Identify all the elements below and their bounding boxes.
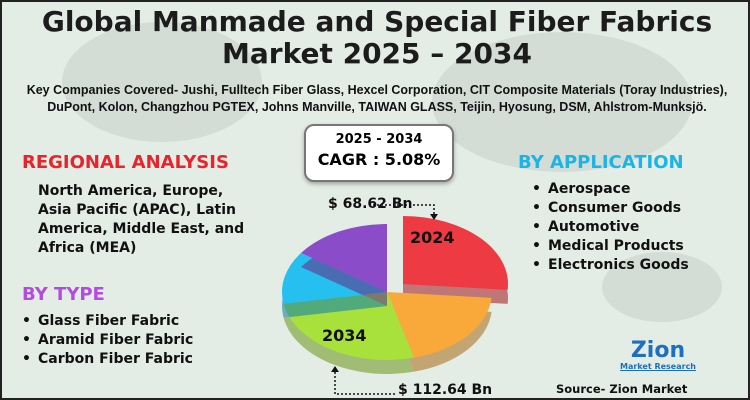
pie-graphic [282, 204, 508, 395]
cagr-value: CAGR : 5.08% [317, 150, 441, 169]
cagr-box: 2025 - 2034 CAGR : 5.08% [304, 124, 454, 182]
application-item: Medical Products [528, 237, 689, 256]
type-item: Glass Fiber Fabric [18, 312, 193, 331]
slice-red [403, 216, 508, 290]
regional-heading: REGIONAL ANALYSIS [22, 152, 229, 173]
label-2034: 2034 [322, 326, 367, 345]
arrow-2034 [331, 366, 339, 372]
type-heading: BY TYPE [22, 284, 105, 305]
pointer-2034 [334, 372, 397, 395]
slice-purple [300, 224, 387, 292]
type-list: Glass Fiber Fabric Aramid Fiber Fabric C… [18, 312, 193, 369]
application-heading: BY APPLICATION [518, 152, 684, 173]
map-bg [432, 32, 692, 172]
cagr-period: 2025 - 2034 [335, 132, 423, 147]
application-list: Aerospace Consumer Goods Automotive Medi… [528, 180, 689, 275]
companies-line2: DuPont, Kolon, Changzhou PGTEX, Johns Ma… [47, 100, 707, 114]
application-item: Aerospace [528, 180, 689, 199]
application-item: Electronics Goods [528, 256, 689, 275]
label-2024: 2024 [410, 228, 455, 247]
pointer-2024 [373, 204, 435, 214]
title-line1: Global Manmade and Special Fiber Fabrics [41, 5, 713, 38]
application-item: Automotive [528, 218, 689, 237]
companies-line1: Key Companies Covered- Jushi, Fulltech F… [26, 83, 728, 97]
source-text: Source- Zion Market Research [556, 382, 688, 398]
logo-sub: Market Research [620, 362, 696, 371]
regional-text: North America, Europe, Asia Pacific (APA… [38, 183, 245, 256]
title-line2: Market 2025 – 2034 [222, 37, 532, 70]
type-item: Carbon Fiber Fabric [18, 350, 193, 369]
type-item: Aramid Fiber Fabric [18, 331, 193, 350]
slice-orange [387, 292, 492, 358]
value-2024: $ 68.62 Bn [328, 196, 413, 212]
arrow-2024 [430, 214, 438, 220]
application-item: Consumer Goods [528, 199, 689, 218]
map-bg [62, 22, 262, 142]
value-2034: $ 112.64 Bn [398, 382, 493, 398]
logo-brand: Zion [630, 338, 686, 363]
zion-logo: Zion Market Research [620, 338, 696, 372]
